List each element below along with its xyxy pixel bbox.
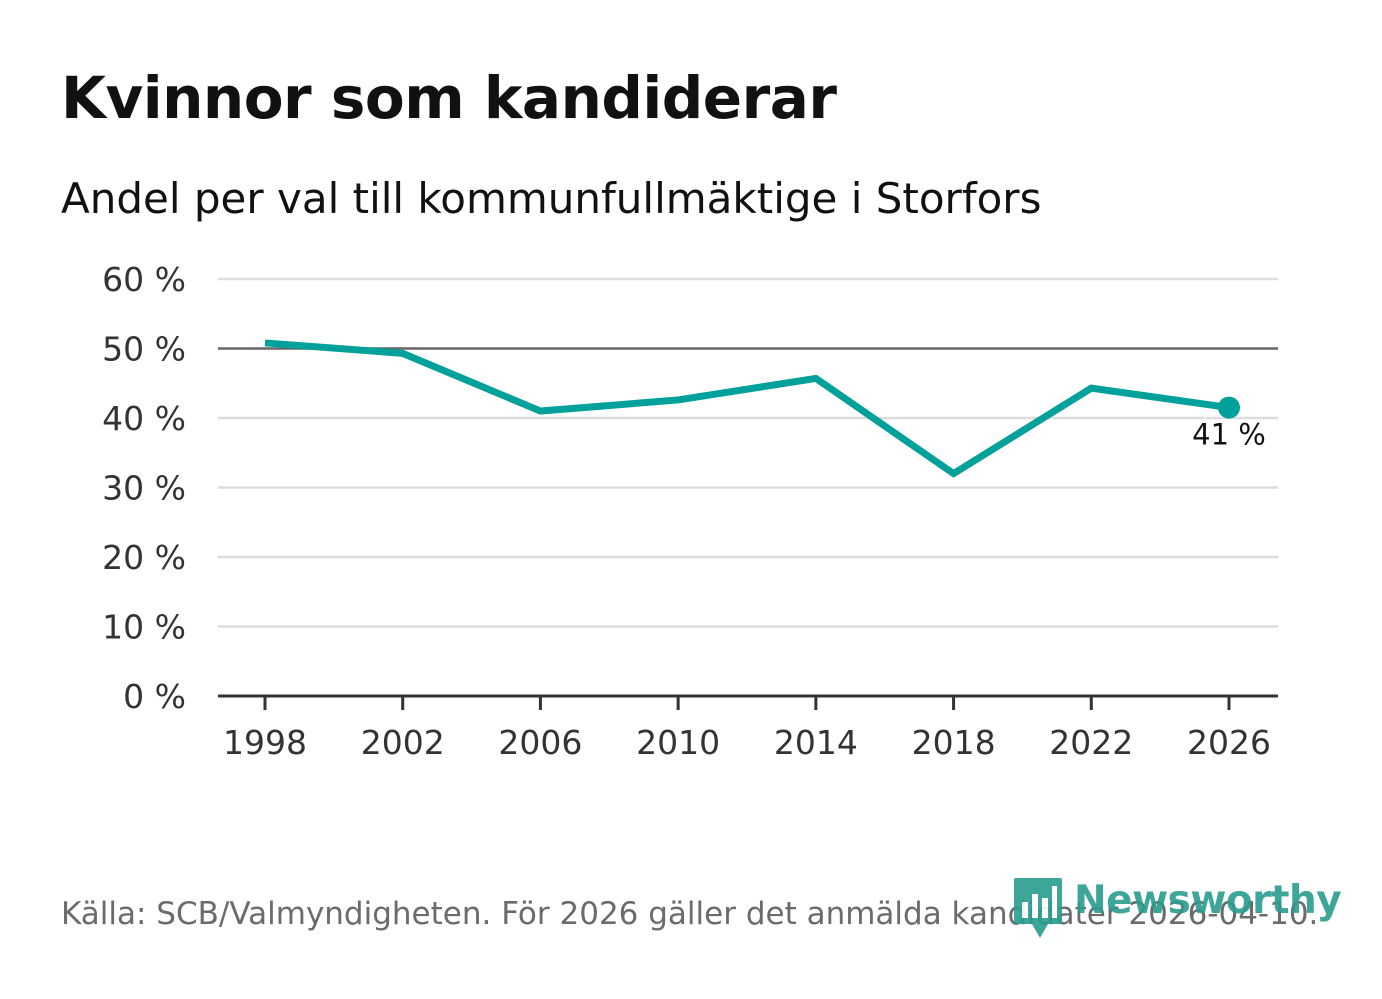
end-value-label: 41 % <box>1192 418 1266 452</box>
chart-title: Kvinnor som kandiderar <box>61 64 837 132</box>
x-tick-label: 2014 <box>774 723 858 762</box>
x-tick-label: 2022 <box>1049 723 1133 762</box>
y-tick-label: 10 % <box>102 608 186 647</box>
y-tick-label: 30 % <box>102 469 186 508</box>
end-point-marker <box>1218 396 1240 419</box>
y-tick-label: 20 % <box>102 538 186 577</box>
x-tick-label: 2010 <box>636 723 720 762</box>
x-tick-label: 1998 <box>223 723 307 762</box>
x-tick-label: 2006 <box>498 723 582 762</box>
x-tick-label: 2026 <box>1187 723 1271 762</box>
y-tick-label: 50 % <box>102 330 186 369</box>
y-tick-label: 40 % <box>102 399 186 438</box>
brand-logo: Newsworthy <box>1012 876 1342 940</box>
chart-subtitle: Andel per val till kommunfullmäktige i S… <box>61 174 1042 223</box>
bar-chart-pin-icon <box>1014 878 1062 938</box>
x-tick-label: 2002 <box>361 723 445 762</box>
series-line <box>264 339 1230 478</box>
y-tick-label: 0 % <box>123 677 186 716</box>
x-tick-label: 2018 <box>912 723 996 762</box>
source-note: Källa: SCB/Valmyndigheten. För 2026 gäll… <box>61 896 1319 932</box>
y-tick-label: 60 % <box>102 260 186 299</box>
brand-name: Newsworthy <box>1074 878 1342 923</box>
